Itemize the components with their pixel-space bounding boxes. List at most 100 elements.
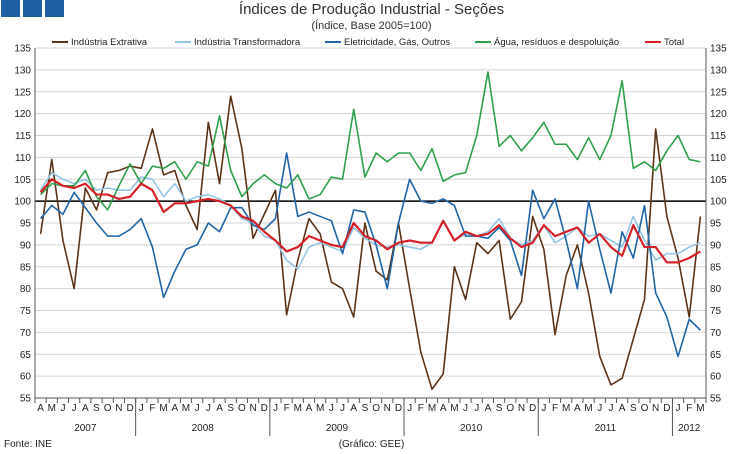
month-label: J: [541, 403, 546, 414]
month-label: J: [340, 403, 345, 414]
month-label: A: [216, 403, 223, 414]
legend-label: Indústria Extrativa: [71, 37, 148, 48]
y-tick-label-right: 55: [710, 394, 722, 405]
y-tick-label: 80: [20, 284, 32, 295]
y-tick-label-right: 95: [710, 219, 722, 230]
month-label: M: [159, 403, 167, 414]
year-label: 2008: [192, 423, 215, 434]
month-label: F: [149, 403, 155, 414]
month-label: M: [584, 403, 592, 414]
month-label: J: [206, 403, 211, 414]
month-label: J: [139, 403, 144, 414]
series-lines: [39, 71, 702, 391]
y-tick-label: 130: [14, 65, 31, 76]
month-label: N: [384, 403, 391, 414]
source-note: Fonte: INE: [4, 439, 52, 450]
month-label: D: [395, 403, 402, 414]
year-label: 2011: [595, 423, 617, 434]
month-label: M: [48, 403, 56, 414]
month-label: J: [407, 403, 412, 414]
y-tick-label: 95: [20, 219, 32, 230]
series-line-Água, resíduos e despoluição: [40, 71, 701, 211]
y-tick-label: 85: [20, 262, 32, 273]
x-axis-year-labels: 2007 2008 2009 2010 2011 2012: [74, 398, 701, 436]
month-label: A: [171, 403, 178, 414]
month-label: M: [182, 403, 190, 414]
y-tick-label-right: 70: [710, 328, 722, 339]
month-label: F: [418, 403, 424, 414]
month-label: D: [529, 403, 536, 414]
month-label: M: [696, 403, 704, 414]
month-label: J: [195, 403, 200, 414]
month-label: J: [463, 403, 468, 414]
y-tick-label: 100: [14, 197, 31, 208]
month-label: S: [93, 403, 100, 414]
month-label: A: [37, 403, 44, 414]
month-label: J: [60, 403, 65, 414]
series-line-Total: [39, 178, 701, 264]
month-label: M: [316, 403, 324, 414]
legend-label: Total: [664, 37, 684, 48]
month-label: S: [496, 403, 503, 414]
month-label: J: [273, 403, 278, 414]
legend-label: Indústria Transformadora: [194, 37, 301, 48]
y-tick-label-right: 125: [710, 87, 727, 98]
month-label: O: [506, 403, 514, 414]
year-label: 2010: [460, 423, 483, 434]
month-label: N: [115, 403, 122, 414]
month-label: A: [350, 403, 357, 414]
month-label: D: [261, 403, 268, 414]
legend: Indústria Extrativa Indústria Transformad…: [52, 37, 684, 48]
year-label: 2012: [678, 423, 701, 434]
y-axis-right-ticks: 55 60 65 70 75 80 85 90 95 100 105 110 115 120 125 130 1…: [710, 44, 727, 405]
month-label: A: [485, 403, 492, 414]
series-line-Eletricidade, Gás, Outros: [39, 152, 701, 358]
month-label: M: [450, 403, 458, 414]
month-label: F: [552, 403, 558, 414]
y-tick-label: 90: [20, 240, 32, 251]
month-label: O: [641, 403, 649, 414]
month-label: J: [474, 403, 479, 414]
y-tick-label-right: 75: [710, 306, 722, 317]
month-label: S: [362, 403, 369, 414]
y-tick-label: 120: [14, 109, 31, 120]
month-label: M: [428, 403, 436, 414]
month-label: N: [518, 403, 525, 414]
y-tick-label-right: 85: [710, 262, 722, 273]
month-label: J: [676, 403, 681, 414]
chart-credit: (Gráfico: GEE): [338, 439, 405, 450]
legend-label: Água, resíduos e despoluição: [494, 37, 619, 48]
month-label: J: [329, 403, 334, 414]
y-tick-label-right: 135: [710, 44, 727, 55]
month-label: A: [574, 403, 581, 414]
series-line-Indústria Transformadora: [39, 171, 701, 270]
y-tick-label: 110: [15, 153, 31, 164]
month-label: J: [597, 403, 602, 414]
month-label: F: [284, 403, 290, 414]
y-tick-label: 115: [15, 131, 31, 142]
year-label: 2007: [74, 423, 97, 434]
chart-title: Índices de Produção Industrial - Seções: [238, 1, 505, 18]
y-tick-label-right: 90: [710, 240, 722, 251]
month-label: A: [440, 403, 447, 414]
y-tick-label-right: 130: [710, 65, 727, 76]
y-tick-label: 70: [20, 328, 32, 339]
month-label: A: [306, 403, 313, 414]
month-label: F: [686, 403, 692, 414]
month-label: N: [652, 403, 659, 414]
y-tick-label-right: 65: [710, 350, 722, 361]
y-tick-label: 105: [14, 175, 31, 186]
month-label: A: [82, 403, 89, 414]
y-tick-label-right: 80: [710, 284, 722, 295]
y-tick-label: 75: [20, 306, 32, 317]
y-tick-label: 55: [20, 394, 32, 405]
y-tick-label-right: 120: [710, 109, 727, 120]
month-label: O: [104, 403, 112, 414]
month-label: N: [249, 403, 256, 414]
y-tick-label-right: 60: [710, 372, 722, 383]
series-line-Indústria Extrativa: [39, 95, 702, 391]
y-tick-label-right: 110: [710, 153, 726, 164]
y-tick-label-right: 105: [710, 175, 727, 186]
